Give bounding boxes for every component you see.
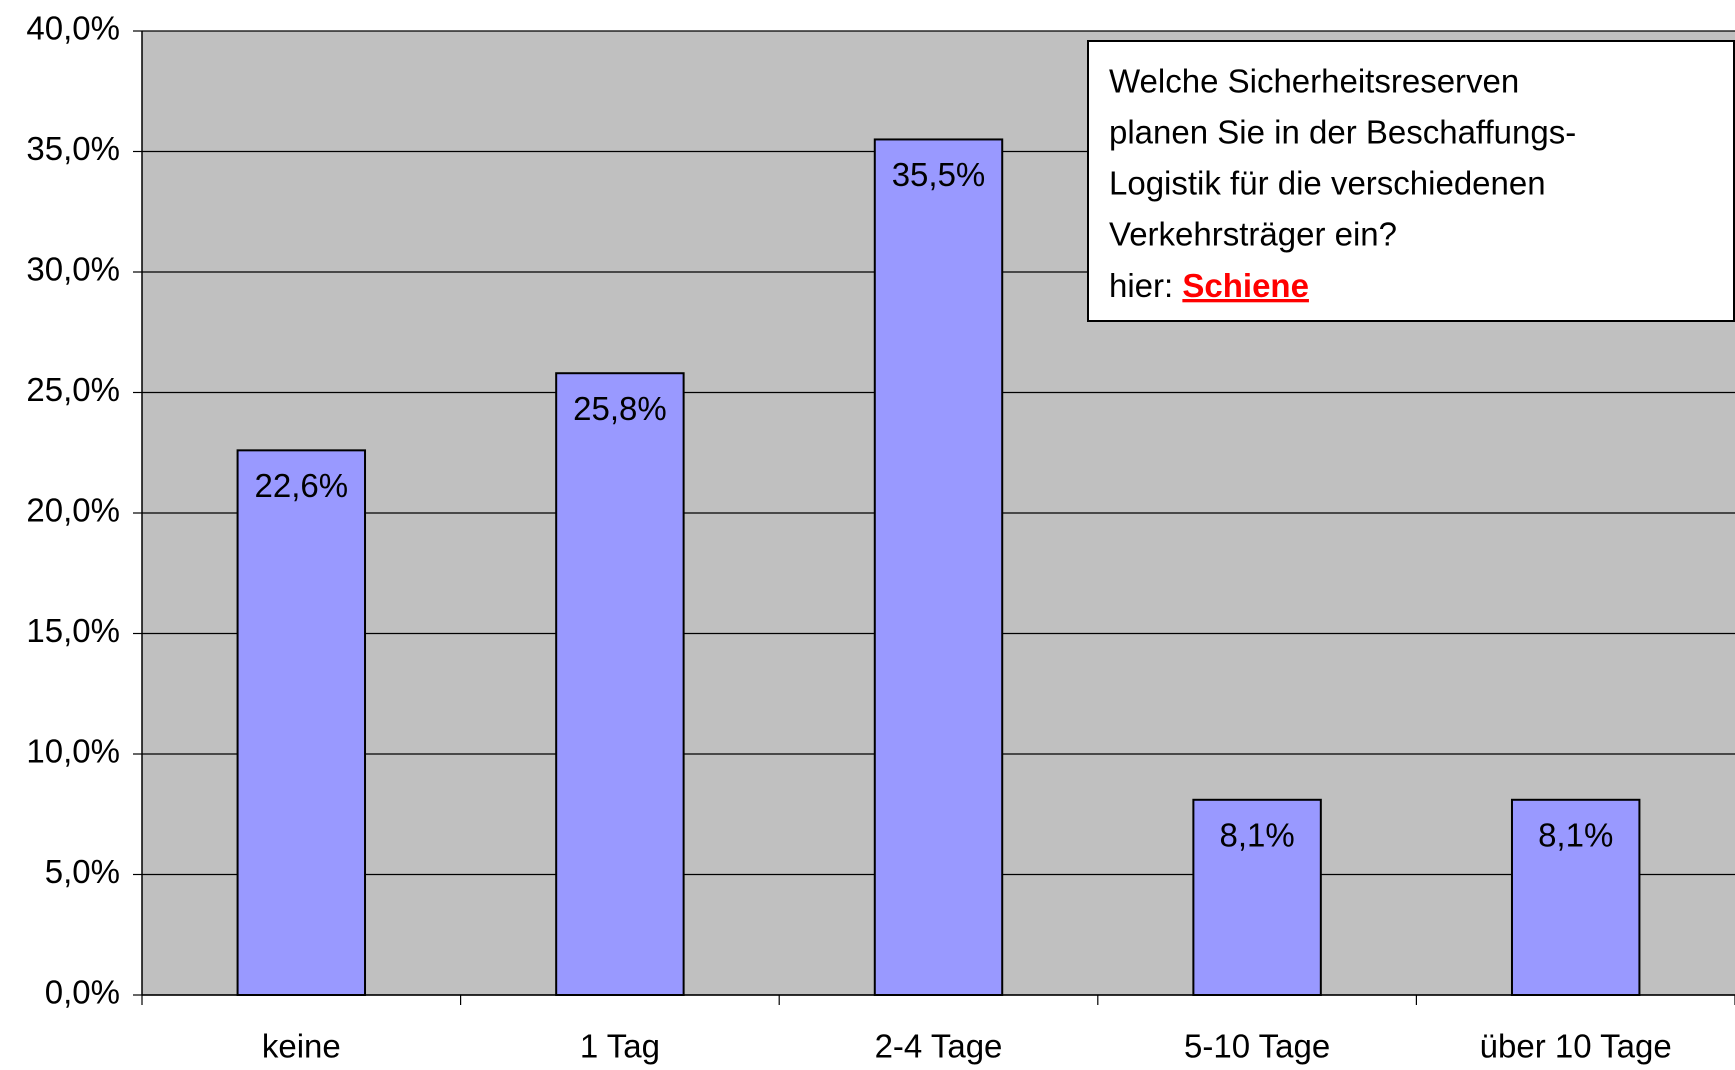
y-tick-label: 35,0%: [26, 130, 120, 167]
bar: [873, 138, 1004, 996]
annotation-prefix: hier:: [1109, 267, 1173, 304]
y-tick-label: 40,0%: [26, 10, 120, 47]
bar: [1192, 798, 1322, 996]
bar: [236, 449, 367, 996]
bar: [1510, 798, 1641, 996]
bar: [555, 372, 685, 997]
x-tick-label: über 10 Tage: [1480, 1028, 1672, 1065]
annotation-highlight: Schiene: [1182, 267, 1309, 304]
annotation-line: Verkehrsträger ein?: [1109, 216, 1397, 253]
annotation-line: Logistik für die verschiedenen: [1109, 165, 1546, 202]
x-tick-label: 2-4 Tage: [875, 1028, 1003, 1065]
value-label: 8,1%: [1538, 817, 1613, 854]
y-tick-label: 10,0%: [26, 733, 120, 770]
y-tick-label: 5,0%: [45, 853, 120, 890]
annotation-box: [1087, 40, 1735, 322]
x-tick-label: 1 Tag: [580, 1028, 660, 1065]
value-label: 8,1%: [1219, 817, 1294, 854]
x-tick-label: 5-10 Tage: [1184, 1028, 1330, 1065]
annotation-line: planen Sie in der Beschaffungs-: [1109, 114, 1576, 151]
y-tick-label: 25,0%: [26, 371, 120, 408]
y-tick-label: 15,0%: [26, 612, 120, 649]
annotation-last-line: hier: Schiene: [1109, 267, 1309, 304]
annotation-line: Welche Sicherheitsreserven: [1109, 63, 1519, 100]
y-tick-label: 0,0%: [45, 974, 120, 1011]
value-label: 25,8%: [573, 390, 667, 427]
y-tick-label: 20,0%: [26, 492, 120, 529]
value-label: 22,6%: [255, 467, 349, 504]
y-tick-label: 30,0%: [26, 251, 120, 288]
x-tick-label: keine: [262, 1028, 341, 1065]
value-label: 35,5%: [892, 156, 986, 193]
